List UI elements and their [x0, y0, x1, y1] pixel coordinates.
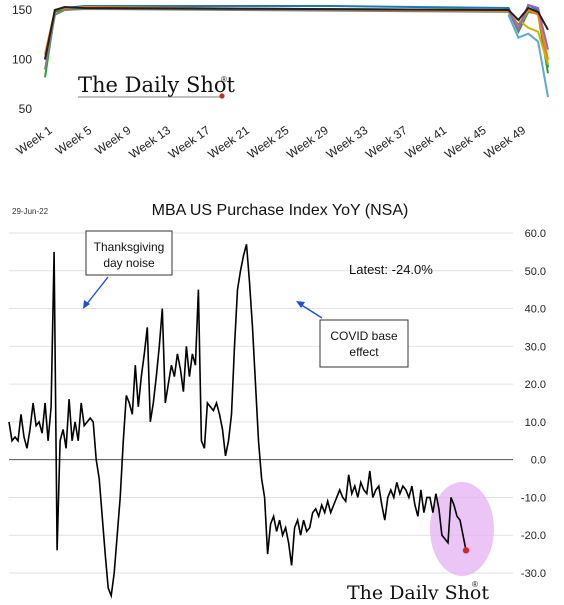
chart-title: MBA US Purchase Index YoY (NSA) — [152, 202, 409, 219]
latest-value-label: Latest: -24.0% — [349, 262, 433, 277]
arrow-head — [296, 301, 305, 308]
top-y-tick-label: 100 — [12, 52, 32, 66]
top-x-tick-label: Week 13 — [126, 123, 173, 162]
bottom-y-tick-label: -10.0 — [521, 492, 546, 504]
bottom-y-tick-label: 40.0 — [525, 304, 546, 316]
bottom-y-tick-label: 60.0 — [525, 228, 546, 240]
watermark-registered: ® — [221, 75, 227, 84]
watermark-text: The Daily Shot — [347, 582, 489, 600]
annotation-arrow — [85, 276, 109, 306]
top-x-tick-label: Week 45 — [442, 123, 489, 162]
top-series-line-6 — [507, 14, 549, 98]
top-x-tick-label: Week 33 — [324, 123, 371, 162]
top-series-group — [44, 3, 549, 98]
top-x-tick-label: Week 5 — [53, 123, 94, 158]
top-x-tick-label: Week 17 — [166, 123, 213, 162]
arrow-head — [83, 300, 90, 309]
bottom-y-axis: 60.0 50.0 40.0 30.0 20.0 10.0 0.0 -10.0 -20.0 -30… — [521, 228, 546, 580]
watermark-registered: ® — [472, 580, 478, 589]
top-y-tick-label: 150 — [12, 3, 32, 17]
annotation-line-2: effect — [349, 345, 379, 359]
top-x-tick-label: Week 37 — [363, 123, 410, 162]
annotation-box — [85, 230, 173, 276]
annotation-covid: COVID base effect — [296, 301, 409, 368]
top-x-tick-label: Week 25 — [245, 123, 292, 162]
mba-line-chart: 29-Jun-22 MBA US Purchase Index YoY (NSA… — [8, 202, 546, 604]
annotation-line-1: Thanksgiving — [94, 240, 165, 254]
annotation-arrow — [299, 303, 323, 319]
annotation-line-1: COVID base — [330, 329, 398, 343]
top-series-line-5 — [507, 3, 549, 50]
top-y-tick-label: 50 — [19, 102, 33, 116]
watermark-text: The Daily Shot — [78, 73, 236, 97]
watermark-dot — [219, 93, 225, 99]
annotation-thanksgiving: Thanksgiving day noise — [83, 230, 173, 309]
top-series-line-7 — [44, 5, 549, 60]
top-x-tick-label: Week 41 — [403, 123, 450, 162]
top-x-tick-label: Week 49 — [481, 123, 528, 162]
bottom-gridlines — [9, 232, 513, 574]
bottom-y-tick-label: 50.0 — [525, 266, 546, 278]
annotation-box — [319, 319, 409, 368]
top-x-tick-label: Week 1 — [14, 123, 55, 158]
top-x-tick-label: Week 29 — [284, 123, 331, 162]
top-series-line-2 — [44, 7, 549, 70]
top-x-tick-label: Week 21 — [205, 123, 252, 162]
top-series-line-3 — [44, 5, 549, 60]
bottom-series-group — [8, 244, 470, 599]
top-watermark: The Daily Shot ® — [78, 73, 236, 99]
top-y-axis: 150 100 50 — [12, 3, 32, 116]
date-label: 29-Jun-22 — [12, 207, 49, 216]
bottom-y-tick-label: 20.0 — [525, 379, 546, 391]
top-chart-panel: 150 100 50 Week 1 Week 5 Week 9 Week 13 Week 1… — [0, 0, 564, 175]
bottom-y-tick-label: -20.0 — [521, 530, 546, 542]
bottom-watermark: The Daily Shot ® — [347, 580, 489, 604]
bottom-y-tick-label: 0.0 — [531, 455, 546, 467]
top-series-line-1 — [44, 6, 549, 78]
mba-yoy-line — [8, 244, 467, 599]
bottom-y-tick-label: 10.0 — [525, 417, 546, 429]
bottom-chart-panel: 29-Jun-22 MBA US Purchase Index YoY (NSA… — [0, 175, 564, 604]
annotation-line-2: day noise — [103, 256, 155, 270]
top-series-line-0 — [44, 3, 549, 68]
bottom-y-tick-label: 30.0 — [525, 341, 546, 353]
latest-point — [462, 547, 470, 554]
bottom-y-tick-label: -30.0 — [521, 568, 546, 580]
